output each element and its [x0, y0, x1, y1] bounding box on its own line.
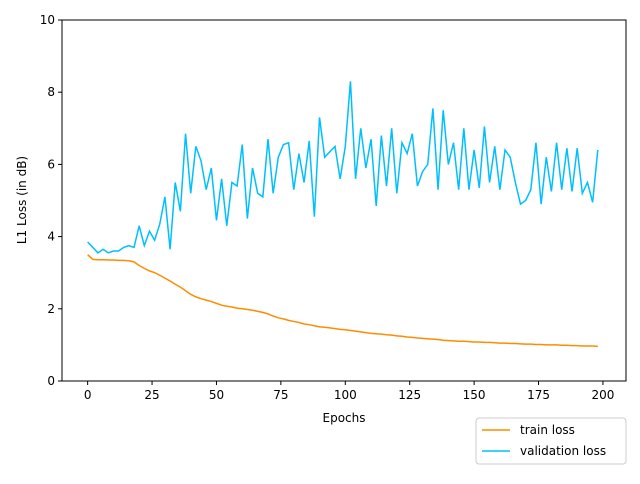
x-axis-label: Epochs	[323, 411, 366, 425]
line	[87, 81, 599, 254]
x-tick-label: 50	[209, 388, 224, 402]
x-tick-label: 0	[84, 388, 92, 402]
y-tick-label: 10	[40, 13, 55, 27]
legend-label: validation loss	[520, 444, 606, 458]
x-tick-label: 200	[591, 388, 614, 402]
y-tick-label: 8	[47, 85, 55, 99]
x-tick-label: 175	[527, 388, 550, 402]
y-tick-label: 4	[47, 230, 55, 244]
x-tick-label: 100	[334, 388, 357, 402]
y-tick-label: 0	[47, 374, 55, 388]
y-axis-label: L1 Loss (in dB)	[15, 156, 29, 244]
legend-label: train loss	[520, 423, 575, 437]
y-tick-label: 2	[47, 302, 55, 316]
y-tick-label: 6	[47, 157, 55, 171]
x-tick-label: 150	[463, 388, 486, 402]
x-tick-label: 75	[273, 388, 288, 402]
plot-frame	[61, 19, 627, 382]
x-tick-label: 25	[144, 388, 159, 402]
x-tick-label: 125	[398, 388, 421, 402]
line	[87, 254, 598, 348]
legend-box	[475, 417, 627, 465]
